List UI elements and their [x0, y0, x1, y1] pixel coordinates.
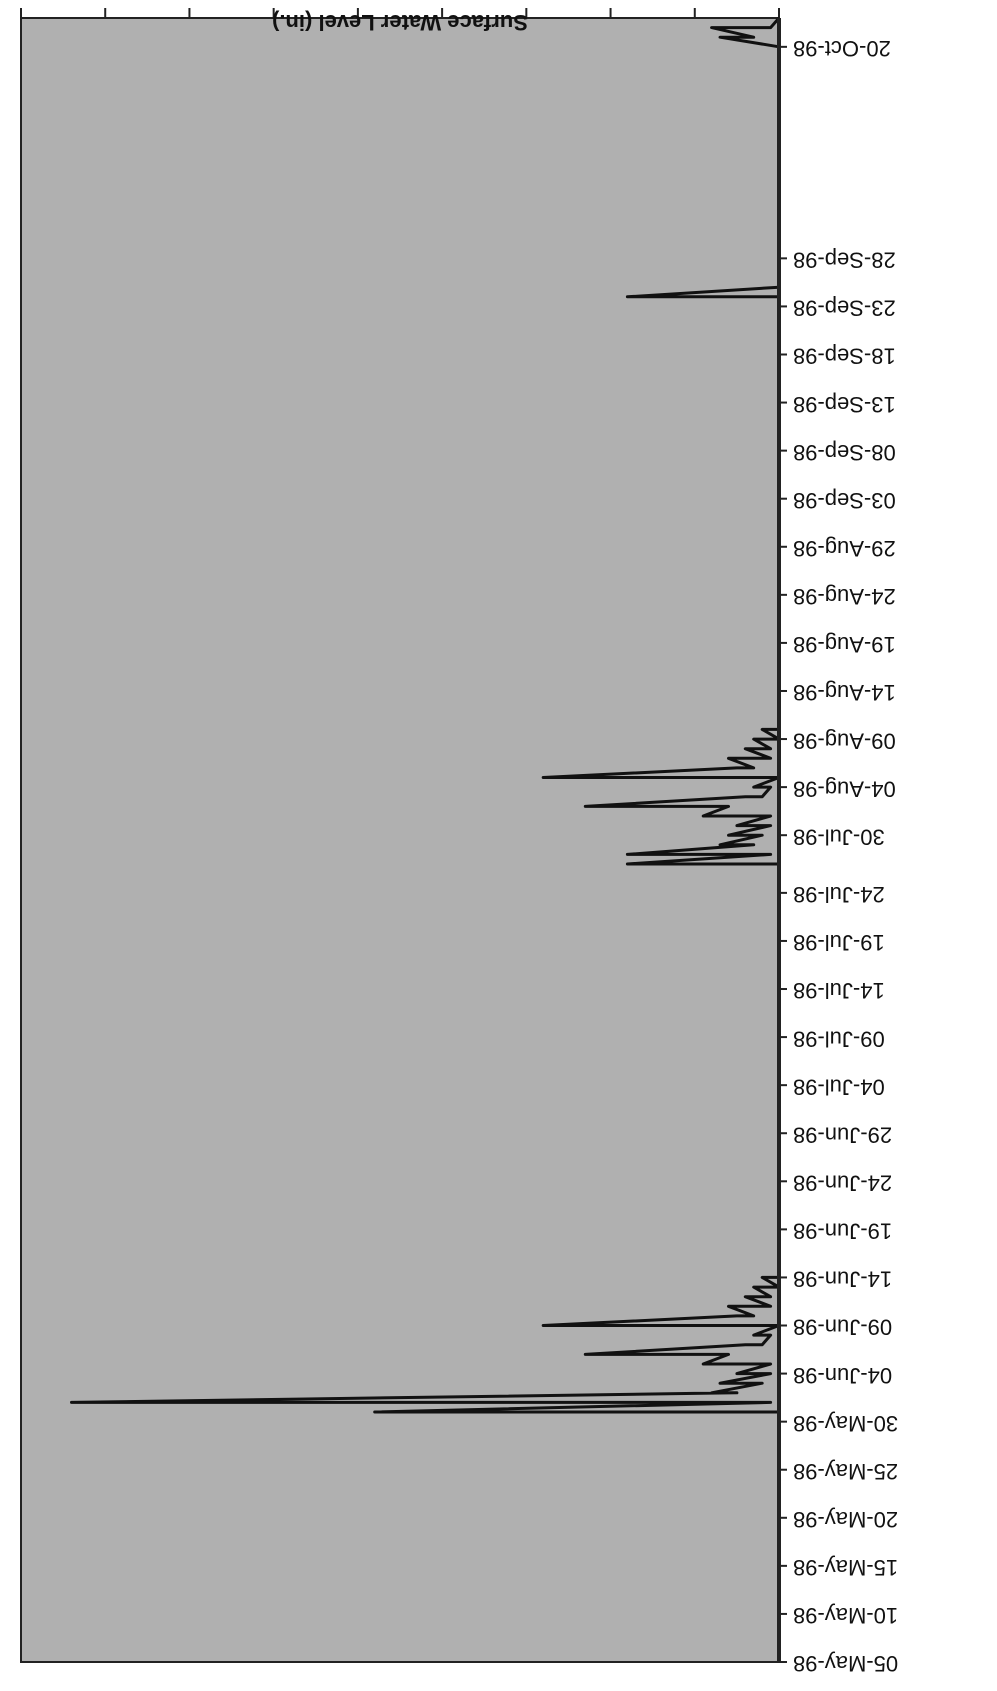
x-tick-label: 05-May-98 [793, 1651, 898, 1676]
x-tick-label: 10-May-98 [793, 1603, 898, 1628]
x-tick-label: 30-Jul-98 [793, 824, 885, 849]
x-axis-ticks: 05-May-98 10-May-98 15-May-98 20-May-98 25-M… [779, 36, 898, 1676]
y-tick-label: 0 [773, 0, 785, 2]
x-tick-label: 09-Jul-98 [793, 1026, 885, 1051]
x-tick-label: 03-Sep-98 [793, 488, 896, 513]
x-tick-label: 19-Aug-98 [793, 632, 896, 657]
y-tick-label: 8 [99, 0, 111, 2]
rotated-figure: 0 1 2 3 4 5 6 7 8 9 05-May-98 10-May-98 15-May-98 20… [15, 0, 898, 1676]
x-tick-label: 09-Aug-98 [793, 728, 896, 753]
y-tick-label: 2 [604, 0, 616, 2]
x-tick-label: 25-May-98 [793, 1459, 898, 1484]
x-tick-label: 24-Jun-98 [793, 1170, 892, 1195]
surface-water-level-line [70, 17, 781, 1662]
x-tick-label: 20-May-98 [793, 1507, 898, 1532]
y-axis-title: Surface Water Level (in.) [272, 10, 528, 35]
x-tick-label: 04-Jun-98 [793, 1363, 892, 1388]
x-tick-label: 29-Aug-98 [793, 536, 896, 561]
x-tick-label: 24-Aug-98 [793, 584, 896, 609]
y-tick-label: 9 [15, 0, 27, 2]
x-tick-label: 19-Jul-98 [793, 930, 885, 955]
x-tick-label: 29-Jun-98 [793, 1122, 892, 1147]
x-tick-label: 14-Aug-98 [793, 680, 896, 705]
x-tick-label: 20-Oct-98 [793, 36, 891, 61]
x-tick-label: 24-Jul-98 [793, 882, 885, 907]
x-tick-label: 30-May-98 [793, 1411, 898, 1436]
x-tick-label: 14-Jun-98 [793, 1267, 892, 1292]
y-tick-label: 5 [352, 0, 364, 2]
y-tick-label: 4 [436, 0, 448, 2]
x-tick-label: 13-Sep-98 [793, 392, 896, 417]
x-tick-label: 18-Sep-98 [793, 344, 896, 369]
x-tick-label: 19-Jun-98 [793, 1219, 892, 1244]
x-tick-label: 04-Jul-98 [793, 1074, 885, 1099]
y-tick-label: 7 [183, 0, 195, 2]
x-tick-label: 23-Sep-98 [793, 296, 896, 321]
x-tick-label: 04-Aug-98 [793, 776, 896, 801]
y-tick-label: 1 [689, 0, 701, 2]
plot-area [20, 17, 780, 1663]
y-axis-ticks: 0 1 2 3 4 5 6 7 8 9 [15, 0, 785, 18]
x-tick-label: 15-May-98 [793, 1555, 898, 1580]
x-tick-label: 09-Jun-98 [793, 1315, 892, 1340]
x-tick-label: 14-Jul-98 [793, 978, 885, 1003]
x-tick-label: 28-Sep-98 [793, 248, 896, 273]
y-tick-label: 3 [520, 0, 532, 2]
x-tick-label: 08-Sep-98 [793, 440, 896, 465]
y-tick-label: 6 [268, 0, 280, 2]
